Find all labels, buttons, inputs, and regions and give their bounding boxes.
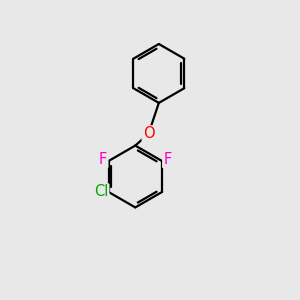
Text: O: O [143,126,154,141]
Text: Cl: Cl [94,184,108,200]
Text: F: F [99,152,107,167]
Text: F: F [163,152,172,167]
